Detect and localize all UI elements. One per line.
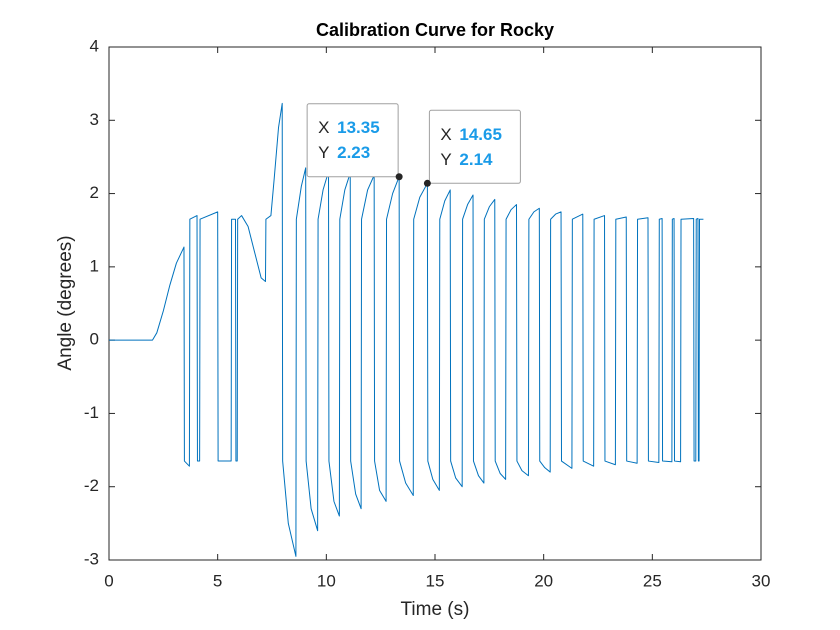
- datatip-marker: [395, 173, 403, 181]
- data-line: [109, 102, 704, 557]
- datatip-x-value: 14.65: [459, 125, 502, 144]
- datatip-y-label: Y: [318, 143, 329, 162]
- x-tick-label: 25: [643, 571, 662, 590]
- y-axis-label: Angle (degrees): [55, 235, 76, 370]
- datatip: X 13.35 Y 2.23: [306, 103, 399, 178]
- datatip-x-label: X: [440, 125, 451, 144]
- datatip-box: [306, 103, 399, 178]
- x-tick-label: 0: [104, 571, 113, 590]
- x-tick-label: 10: [317, 571, 336, 590]
- y-tick-label: 3: [90, 110, 99, 129]
- chart-title: Calibration Curve for Rocky: [316, 20, 554, 40]
- x-tick-label: 20: [534, 571, 553, 590]
- datatip-box: [428, 109, 521, 184]
- y-tick-label: -1: [84, 403, 99, 422]
- y-tick-label: -3: [84, 549, 99, 568]
- x-axis-label: Time (s): [401, 599, 470, 620]
- x-tick-label: 5: [213, 571, 222, 590]
- y-tick-label: 2: [90, 183, 99, 202]
- x-tick-label: 15: [426, 571, 445, 590]
- datatip-y-label: Y: [440, 150, 451, 169]
- y-tick-label: 1: [90, 256, 99, 275]
- y-tick-label: -2: [84, 476, 99, 495]
- datatip-y-value: 2.23: [337, 143, 370, 162]
- y-tick-label: 0: [90, 330, 99, 349]
- datatip-marker: [423, 179, 431, 187]
- datatip-x-value: 13.35: [337, 118, 380, 137]
- y-tick-label: 4: [90, 36, 99, 55]
- x-tick-label: 30: [752, 571, 771, 590]
- axes-box: [108, 46, 762, 561]
- datatip-y-value: 2.14: [459, 150, 493, 169]
- datatip: X 14.65 Y 2.14: [428, 109, 521, 184]
- datatip-x-label: X: [318, 118, 329, 137]
